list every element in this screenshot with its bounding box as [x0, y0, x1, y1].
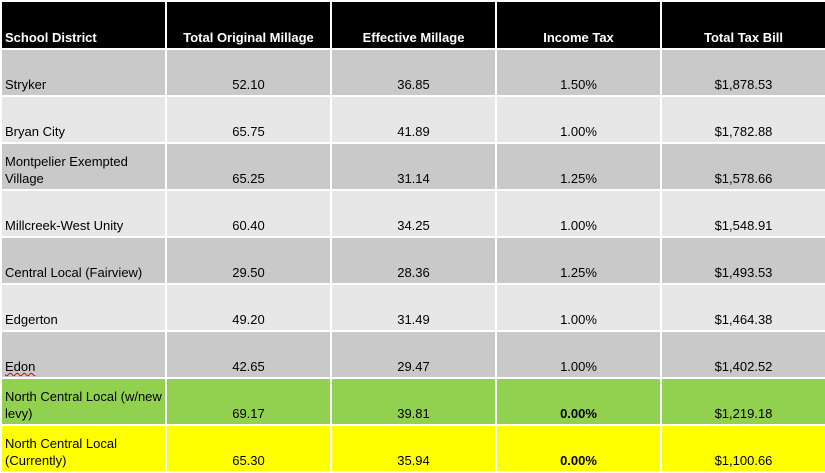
cell-total-tax-bill: $1,578.66	[660, 142, 825, 191]
table-row: Stryker 52.10 36.85 1.50% $1,878.53	[0, 48, 825, 97]
cell-effective-millage: 31.49	[330, 283, 497, 332]
table-row: North Central Local (Currently) 65.30 35.9…	[0, 424, 825, 473]
table-row: North Central Local (w/new levy) 69.17 39.…	[0, 377, 825, 426]
cell-total-tax-bill: $1,548.91	[660, 189, 825, 238]
header-school-district: School District	[0, 0, 167, 50]
cell-income-tax: 1.25%	[495, 142, 662, 191]
cell-total-original-millage: 42.65	[165, 330, 332, 379]
cell-total-original-millage: 65.25	[165, 142, 332, 191]
cell-income-tax: 1.00%	[495, 95, 662, 144]
cell-effective-millage: 28.36	[330, 236, 497, 285]
cell-total-tax-bill: $1,219.18	[660, 377, 825, 426]
cell-school-district: Central Local (Fairview)	[0, 236, 167, 285]
cell-effective-millage: 35.94	[330, 424, 497, 473]
cell-total-tax-bill: $1,878.53	[660, 48, 825, 97]
cell-income-tax: 1.00%	[495, 189, 662, 238]
cell-effective-millage: 29.47	[330, 330, 497, 379]
header-effective-millage: Effective Millage	[330, 0, 497, 50]
cell-total-tax-bill: $1,782.88	[660, 95, 825, 144]
cell-total-original-millage: 29.50	[165, 236, 332, 285]
table-row: Central Local (Fairview) 29.50 28.36 1.25% $…	[0, 236, 825, 285]
cell-income-tax: 1.00%	[495, 330, 662, 379]
cell-total-original-millage: 49.20	[165, 283, 332, 332]
table-row: Bryan City 65.75 41.89 1.00% $1,782.88	[0, 95, 825, 144]
cell-school-district: Montpelier Exempted Village	[0, 142, 167, 191]
cell-effective-millage: 34.25	[330, 189, 497, 238]
cell-school-district: Bryan City	[0, 95, 167, 144]
cell-effective-millage: 41.89	[330, 95, 497, 144]
cell-total-tax-bill: $1,402.52	[660, 330, 825, 379]
cell-total-tax-bill: $1,493.53	[660, 236, 825, 285]
cell-school-district: Millcreek-West Unity	[0, 189, 167, 238]
cell-income-tax: 1.00%	[495, 283, 662, 332]
cell-school-district: North Central Local (Currently)	[0, 424, 167, 473]
cell-school-district: Edon	[0, 330, 167, 379]
cell-effective-millage: 39.81	[330, 377, 497, 426]
cell-income-tax: 1.50%	[495, 48, 662, 97]
cell-total-original-millage: 65.30	[165, 424, 332, 473]
header-income-tax: Income Tax	[495, 0, 662, 50]
cell-income-tax: 1.25%	[495, 236, 662, 285]
cell-total-original-millage: 65.75	[165, 95, 332, 144]
table-row: Edon 42.65 29.47 1.00% $1,402.52	[0, 330, 825, 379]
cell-income-tax: 0.00%	[495, 377, 662, 426]
table-row: Montpelier Exempted Village 65.25 31.14 1.2…	[0, 142, 825, 191]
cell-school-district: Edgerton	[0, 283, 167, 332]
cell-effective-millage: 31.14	[330, 142, 497, 191]
cell-total-tax-bill: $1,464.38	[660, 283, 825, 332]
header-row: School District Total Original Millage E…	[0, 0, 825, 50]
cell-total-tax-bill: $1,100.66	[660, 424, 825, 473]
cell-total-original-millage: 52.10	[165, 48, 332, 97]
table-row: Millcreek-West Unity 60.40 34.25 1.00% $1,54…	[0, 189, 825, 238]
cell-total-original-millage: 69.17	[165, 377, 332, 426]
header-total-original-millage: Total Original Millage	[165, 0, 332, 50]
header-total-tax-bill: Total Tax Bill	[660, 0, 825, 50]
table-row: Edgerton 49.20 31.49 1.00% $1,464.38	[0, 283, 825, 332]
cell-effective-millage: 36.85	[330, 48, 497, 97]
cell-school-district: Stryker	[0, 48, 167, 97]
cell-income-tax: 0.00%	[495, 424, 662, 473]
cell-school-district: North Central Local (w/new levy)	[0, 377, 167, 426]
cell-total-original-millage: 60.40	[165, 189, 332, 238]
